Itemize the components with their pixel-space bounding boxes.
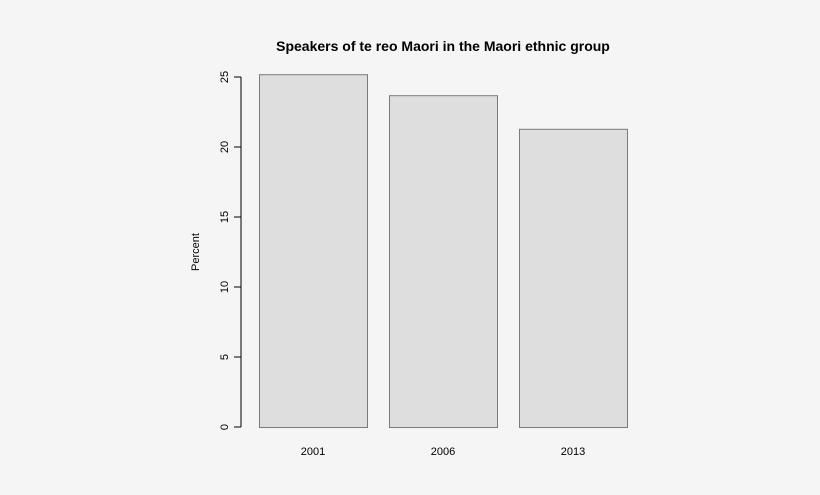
y-tick-label: 20: [219, 141, 231, 153]
bar-2006: [389, 95, 498, 428]
x-tick-label-2013: 2013: [561, 446, 585, 458]
y-tick-label: 25: [219, 71, 231, 83]
y-axis-label: Percent: [190, 233, 202, 271]
x-tick-label-2006: 2006: [431, 446, 455, 458]
bar-2001: [259, 74, 368, 428]
chart-title: Speakers of te reo Maori in the Maori et…: [276, 38, 610, 54]
bars-group: [259, 74, 628, 429]
bar-2013: [519, 128, 628, 429]
y-tick-label: 15: [219, 211, 231, 223]
y-tick-label: 5: [219, 354, 231, 360]
y-tick-label: 0: [219, 424, 231, 430]
x-tick-labels: 2001 2006 2013: [301, 446, 585, 458]
x-tick-label-2001: 2001: [301, 446, 325, 458]
y-axis: 0 5 10 15 20 25: [219, 71, 242, 430]
y-tick-label: 10: [219, 281, 231, 293]
